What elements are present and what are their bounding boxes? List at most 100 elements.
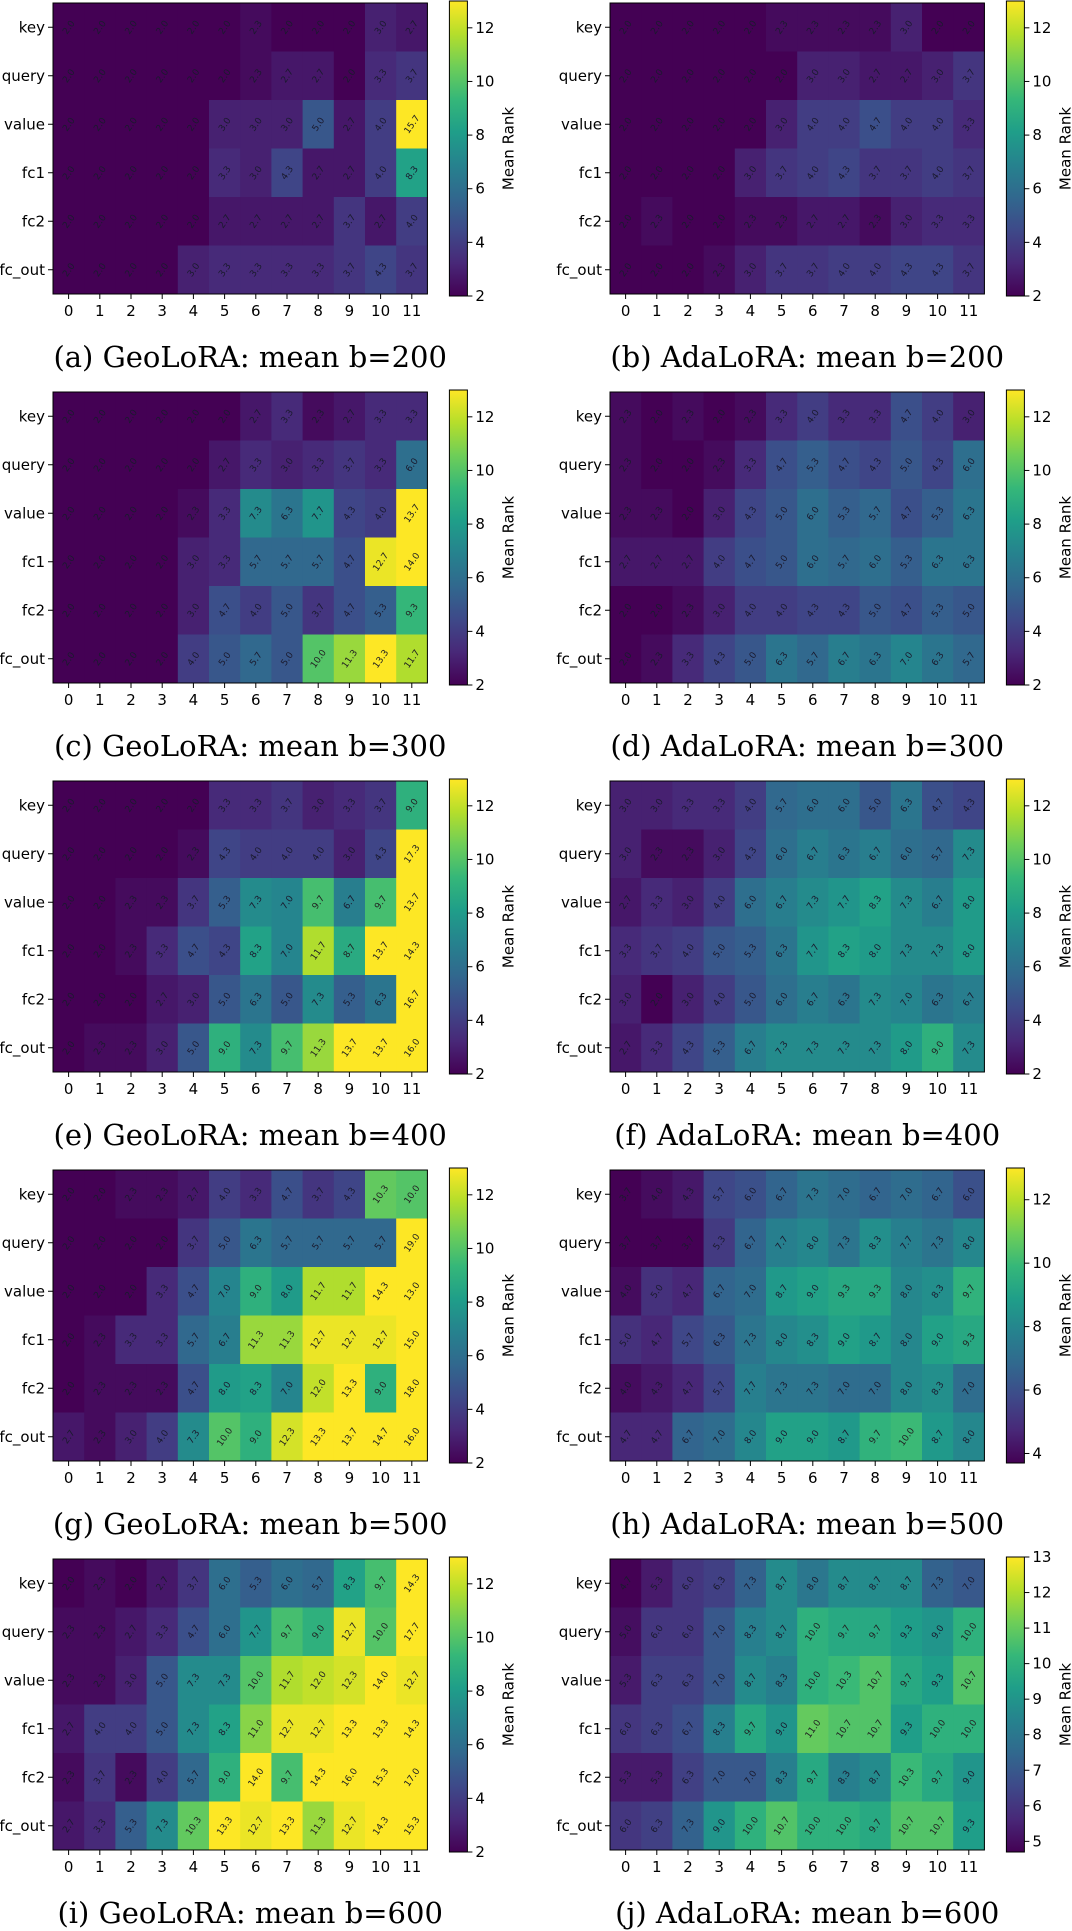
heatmap-cell <box>146 1023 179 1073</box>
heatmap-panel-3: 2.3 2.0 2.3 2.0 2.3 3.3 4.0 3.3 3.3 4.7 4.0 3.02.3 2… <box>556 389 1072 763</box>
heatmap-cell <box>365 100 397 149</box>
heatmap-cell <box>302 1364 335 1413</box>
y-tick-label: fc1 <box>579 1331 602 1349</box>
x-tick-label: 2 <box>683 691 693 709</box>
panel-caption: (e) GeoLoRA: mean b=400 <box>54 1118 447 1152</box>
panel-caption: (j) AdaLoRA: mean b=600 <box>615 1896 999 1930</box>
x-tick-label: 0 <box>621 1858 631 1876</box>
heatmap-cell <box>209 781 241 830</box>
heatmap-cell <box>271 1607 303 1657</box>
heatmap-cell <box>209 926 241 976</box>
heatmap-cell <box>146 878 179 927</box>
heatmap-cell <box>766 440 798 490</box>
colorbar-tick-label: 8 <box>475 515 485 533</box>
heatmap-cell <box>703 51 736 101</box>
x-tick-label: 9 <box>902 1858 912 1876</box>
heatmap-cell <box>177 1704 210 1754</box>
x-tick-label: 4 <box>746 1858 756 1876</box>
heatmap-cell <box>953 392 985 441</box>
heatmap-cell <box>177 392 210 441</box>
heatmap-cell <box>177 829 210 879</box>
heatmap-cell <box>672 537 704 587</box>
heatmap-cell <box>84 1801 116 1851</box>
heatmap-cell <box>302 489 335 538</box>
heatmap-cell <box>610 1656 642 1705</box>
heatmap-cell <box>610 392 642 441</box>
heatmap-cell <box>396 1607 428 1657</box>
heatmap-cell <box>146 634 179 684</box>
x-tick-label: 2 <box>683 1080 693 1098</box>
heatmap-cell <box>922 878 954 927</box>
heatmap-cell <box>797 926 829 976</box>
heatmap-cell <box>209 975 241 1024</box>
heatmap-cell <box>922 1218 954 1268</box>
x-tick-label: 6 <box>251 1080 261 1098</box>
heatmap-cell <box>641 926 673 976</box>
x-tick-label: 11 <box>402 302 421 320</box>
heatmap-cell <box>115 1412 147 1462</box>
heatmap-cell <box>641 197 673 246</box>
heatmap-cell <box>641 537 673 587</box>
y-tick-label: query <box>559 1234 602 1252</box>
heatmap-cell <box>177 1364 210 1413</box>
x-tick-label: 3 <box>157 1080 167 1098</box>
heatmap-cell <box>953 3 985 52</box>
heatmap-cell <box>209 3 241 52</box>
x-tick-label: 9 <box>345 691 355 709</box>
heatmap-cell <box>641 440 673 490</box>
heatmap-cell <box>209 1364 241 1413</box>
heatmap-cell <box>302 878 335 927</box>
heatmap-cell <box>333 1023 366 1073</box>
y-tick-label: fc_out <box>556 1428 602 1447</box>
colorbar-tick-label: 7 <box>1032 1761 1042 1779</box>
heatmap-cell <box>797 1412 829 1462</box>
heatmap-cell <box>84 537 116 587</box>
heatmap-cell <box>859 197 892 246</box>
heatmap-cell <box>953 148 985 198</box>
y-tick-label: fc2 <box>579 1768 602 1786</box>
x-tick-label: 5 <box>220 691 230 709</box>
heatmap-cell <box>209 51 241 101</box>
heatmap-cell <box>672 1753 704 1802</box>
colorbar-tick-label: 2 <box>475 1065 485 1083</box>
heatmap-cell <box>146 1607 179 1657</box>
heatmap-cell <box>302 1267 335 1316</box>
plot-frame <box>609 1169 985 1462</box>
heatmap-cell <box>953 489 985 538</box>
colorbar-tick-label: 2 <box>475 1843 485 1861</box>
heatmap-cell <box>859 51 892 101</box>
y-tick-label: fc2 <box>22 1379 45 1397</box>
heatmap-cell <box>84 829 116 879</box>
heatmap-cell <box>396 440 428 490</box>
colorbar-tick-label: 2 <box>1032 287 1042 305</box>
x-tick-label: 6 <box>808 1080 818 1098</box>
heatmap-cell <box>828 1704 860 1754</box>
heatmap-cell <box>240 1364 272 1413</box>
colorbar-tick-label: 2 <box>475 676 485 694</box>
heatmap-cell <box>703 392 736 441</box>
heatmap-cell <box>703 1023 736 1073</box>
y-tick-label: fc_out <box>0 650 45 669</box>
heatmap-cell <box>734 781 767 830</box>
heatmap-cell <box>641 51 673 101</box>
heatmap-cell <box>365 1023 397 1073</box>
heatmap-cell <box>766 781 798 830</box>
heatmap-cell <box>115 1801 147 1851</box>
heatmap-cell <box>240 537 272 587</box>
y-tick-label: fc_out <box>556 650 602 669</box>
heatmap-cell <box>641 1607 673 1657</box>
y-tick-label: key <box>19 1185 45 1203</box>
heatmap-cell <box>53 3 85 52</box>
heatmap-cell <box>734 634 767 684</box>
y-tick-label: fc2 <box>579 1379 602 1397</box>
heatmap-cell <box>365 148 397 198</box>
heatmap-cell <box>302 1656 335 1705</box>
heatmap-cell <box>115 829 147 879</box>
colorbar-tick-label: 8 <box>475 126 485 144</box>
heatmap-cell <box>209 440 241 490</box>
heatmap-cell <box>797 1315 829 1365</box>
x-tick-label: 9 <box>345 1080 355 1098</box>
heatmap-cell <box>672 926 704 976</box>
x-tick-label: 6 <box>808 1469 818 1487</box>
x-tick-label: 2 <box>683 1469 693 1487</box>
